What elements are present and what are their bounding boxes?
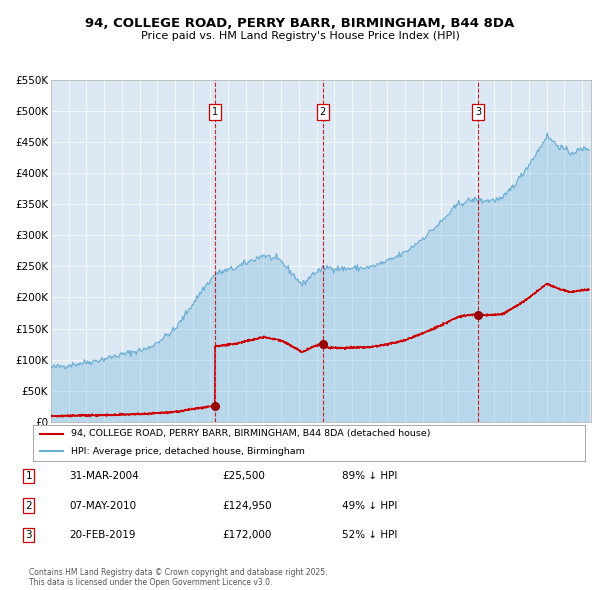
Text: 94, COLLEGE ROAD, PERRY BARR, BIRMINGHAM, B44 8DA (detached house): 94, COLLEGE ROAD, PERRY BARR, BIRMINGHAM… <box>71 430 430 438</box>
Text: £25,500: £25,500 <box>222 471 265 481</box>
Text: 2: 2 <box>320 107 326 117</box>
Text: Price paid vs. HM Land Registry's House Price Index (HPI): Price paid vs. HM Land Registry's House … <box>140 31 460 41</box>
Text: 07-MAY-2010: 07-MAY-2010 <box>69 501 136 510</box>
Text: Contains HM Land Registry data © Crown copyright and database right 2025.
This d: Contains HM Land Registry data © Crown c… <box>29 568 328 587</box>
Text: 1: 1 <box>25 471 32 481</box>
Text: £124,950: £124,950 <box>222 501 272 510</box>
Text: 3: 3 <box>25 530 32 540</box>
Text: 1: 1 <box>212 107 218 117</box>
Text: 31-MAR-2004: 31-MAR-2004 <box>69 471 139 481</box>
Text: £172,000: £172,000 <box>222 530 271 540</box>
Text: 52% ↓ HPI: 52% ↓ HPI <box>342 530 397 540</box>
Text: 2: 2 <box>25 501 32 510</box>
Text: HPI: Average price, detached house, Birmingham: HPI: Average price, detached house, Birm… <box>71 447 304 455</box>
Text: 3: 3 <box>475 107 481 117</box>
Text: 20-FEB-2019: 20-FEB-2019 <box>69 530 136 540</box>
Text: 89% ↓ HPI: 89% ↓ HPI <box>342 471 397 481</box>
Text: 49% ↓ HPI: 49% ↓ HPI <box>342 501 397 510</box>
Text: 94, COLLEGE ROAD, PERRY BARR, BIRMINGHAM, B44 8DA: 94, COLLEGE ROAD, PERRY BARR, BIRMINGHAM… <box>85 17 515 30</box>
